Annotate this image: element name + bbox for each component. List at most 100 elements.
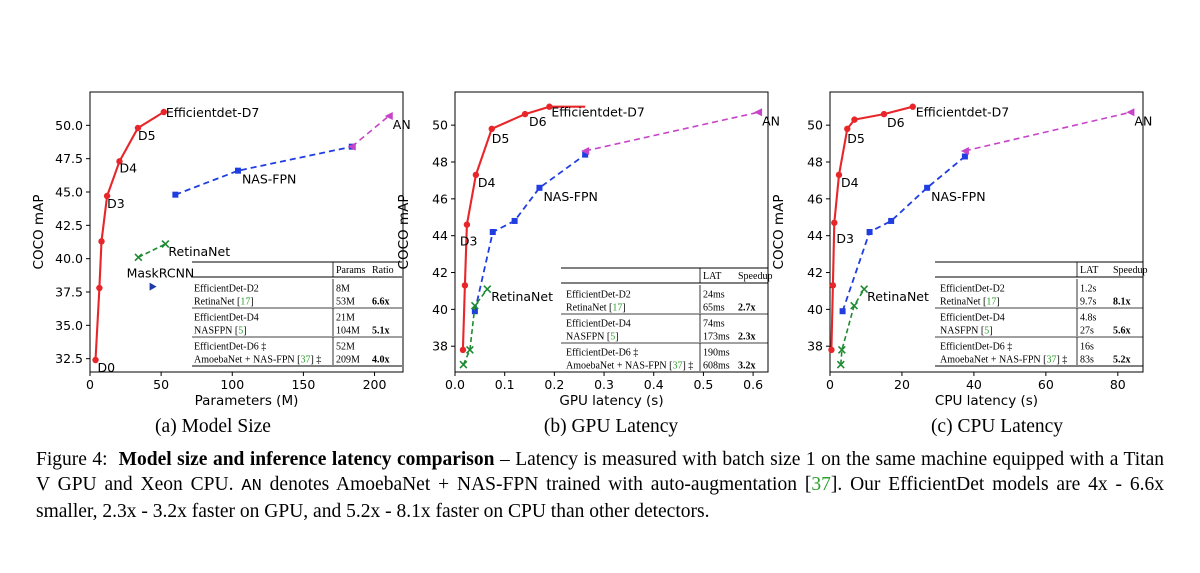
series-retina: RetinaNet <box>134 240 230 262</box>
series-line-efficientdet <box>461 105 586 350</box>
x-tick-label: 100 <box>220 377 244 392</box>
y-tick-label: 44 <box>807 228 823 243</box>
table-value-cell: 74ms <box>703 319 725 330</box>
chart-panel-2: 38 40 42 44 46 48 50 0.0 0.1 0.2 0.3 0.4 0.5 0.6 GPU l… <box>396 91 780 437</box>
table-value-cell: 1.2s <box>1080 284 1097 295</box>
marker-efficientdet-0 <box>828 346 835 354</box>
point-label: D5 <box>847 131 865 146</box>
series-maskrcnn: MaskRCNN <box>127 266 194 291</box>
marker-efficientdet-4 <box>488 125 495 133</box>
subcaption: (c) CPU Latency <box>931 416 1063 437</box>
y-tick-label: 38 <box>807 339 823 354</box>
y-tick-label: 40.0 <box>55 251 83 266</box>
y-tick-label: 42 <box>807 265 823 280</box>
figure-caption: Figure 4: Model size and inference laten… <box>36 447 1164 524</box>
point-label: NAS-FPN <box>543 189 597 204</box>
point-label: D0 <box>98 360 116 375</box>
caption-text-1: Latency is measured with batch size 1 on… <box>36 449 1165 495</box>
y-tick-label: 42.5 <box>55 218 83 233</box>
caption-label: Figure 4: <box>36 449 108 470</box>
point-label: D6 <box>887 115 905 130</box>
series-efficientdet: D3 D4 D5 D6 Efficientdet-D7 <box>828 103 1009 354</box>
marker-nasfpn-4 <box>582 151 589 158</box>
table-ratio-cell: 8.1x <box>1113 297 1131 308</box>
point-label: D3 <box>460 234 478 249</box>
marker-retina-3 <box>860 285 869 294</box>
y-tick-label: 37.5 <box>55 285 83 300</box>
series-line-nasfpn <box>841 155 966 312</box>
x-tick-label: 0 <box>86 377 94 392</box>
marker-efficientdet-6 <box>880 110 888 118</box>
y-tick-label: 35.0 <box>55 318 83 333</box>
subcaption: (b) GPU Latency <box>544 416 679 437</box>
marker-nasfpn-0 <box>172 191 179 198</box>
point-label: RetinaNet <box>867 289 929 304</box>
table-value-cell: 190ms <box>703 348 730 359</box>
series-retina: RetinaNet <box>836 285 929 369</box>
table-model-cell: EfficientDet-D2 <box>566 290 631 301</box>
x-axis-label: Parameters (M) <box>195 393 299 409</box>
table-model-cell: EfficientDet-D2 <box>940 284 1005 295</box>
table-value-cell: 27s <box>1080 326 1094 337</box>
marker-nasfpn-2 <box>511 217 518 224</box>
chart-panel-1: 32.5 35.0 37.5 40.0 42.5 45.0 47.5 50.0 0 50 100 15… <box>31 91 411 437</box>
marker-efficientdet-2 <box>463 221 471 228</box>
x-tick-label: 20 <box>894 377 910 392</box>
x-tick-label: 80 <box>1110 377 1126 392</box>
marker-retina-0 <box>459 360 468 369</box>
y-tick-label: 50 <box>807 118 823 133</box>
table-ratio-cell: 5.1x <box>372 326 390 337</box>
marker-nasfpn-1 <box>234 167 241 174</box>
y-axis-label: COCO mAP <box>771 195 787 270</box>
table-model-cell: EfficientDet-D6 ‡ <box>940 342 1012 353</box>
caption-an-code: AN <box>241 477 262 496</box>
table-ratio-cell: 4.0x <box>372 355 390 366</box>
point-label: AN <box>762 113 780 128</box>
marker-nasfpn-2 <box>888 217 895 224</box>
marker-retina-3 <box>483 285 492 294</box>
point-label: RetinaNet <box>491 289 553 304</box>
marker-retina-0 <box>134 253 143 262</box>
marker-retina-0 <box>836 360 845 369</box>
x-tick-label: 0.3 <box>594 377 614 392</box>
marker-retina-1 <box>465 345 474 354</box>
table-value-cell: 24ms <box>703 290 725 301</box>
table-model-cell: AmoebaNet + NAS-FPN [37] ‡ <box>566 361 693 372</box>
caption-dash: – <box>494 449 516 470</box>
series-nasfpn: NAS-FPN <box>839 153 986 315</box>
y-tick-label: 44 <box>432 228 448 243</box>
x-tick-label: 50 <box>153 377 169 392</box>
table-model-cell: EfficientDet-D4 <box>940 313 1005 324</box>
table-model-cell: NASFPN [5] <box>940 326 993 337</box>
table-value-cell: 209M <box>336 355 360 366</box>
y-tick-label: 46 <box>807 191 823 206</box>
marker-efficientdet-3 <box>472 171 480 179</box>
table-header-cell: Speedup <box>738 271 772 282</box>
marker-efficientdet-0 <box>92 356 99 364</box>
table-model-cell: RetinaNet [17] <box>940 297 1000 308</box>
table-ratio-cell: 2.3x <box>738 332 756 343</box>
marker-an-0 <box>347 142 356 151</box>
series-efficientdet: D3 D4 D5 D6 Efficientdet-D7 <box>459 103 645 354</box>
table-header-cell: Speedup <box>1113 265 1147 276</box>
table-ratio-cell: 2.7x <box>738 303 756 314</box>
series-an: AN <box>581 108 780 155</box>
x-tick-label: 150 <box>291 377 315 392</box>
table-value-cell: 52M <box>336 342 355 353</box>
y-tick-label: 38 <box>432 339 448 354</box>
marker-nasfpn-3 <box>536 184 543 191</box>
table-header-cell: Ratio <box>372 265 394 276</box>
y-tick-label: 50.0 <box>55 118 83 133</box>
point-label: Efficientdet-D7 <box>166 105 259 120</box>
series-line-retina <box>138 243 166 259</box>
marker-efficientdet-5 <box>134 124 142 132</box>
marker-retina-2 <box>470 301 479 310</box>
series-efficientdet: D0 D3 D4 D5 Efficientdet-D7 <box>92 105 259 375</box>
table-model-cell: NASFPN [5] <box>566 332 619 343</box>
inset-table: LAT Speedup EfficientDet-D2 24ms RetinaNet [… <box>561 267 772 373</box>
table-value-cell: 16s <box>1080 342 1094 353</box>
marker-nasfpn-0 <box>839 308 846 315</box>
y-tick-label: 40 <box>432 302 448 317</box>
marker-an-0 <box>960 146 969 155</box>
series-line-retina <box>462 288 488 365</box>
